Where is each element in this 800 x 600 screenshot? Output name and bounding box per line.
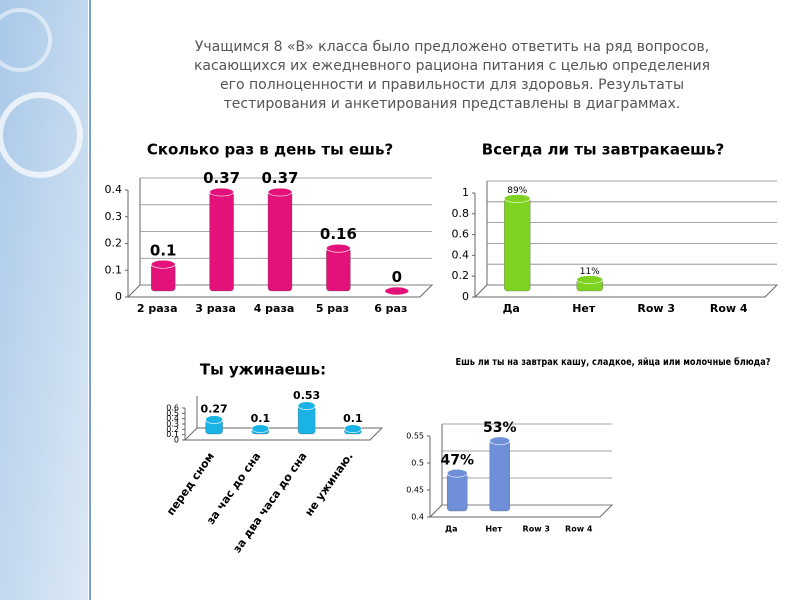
chart-title: Ешь ли ты на завтрак кашу, сладкое, яйца… bbox=[456, 356, 771, 368]
value-label: 89% bbox=[507, 186, 527, 196]
y-tick-label: 0.2 bbox=[105, 237, 123, 250]
y-tick-label: 0.6 bbox=[452, 228, 470, 241]
y-tick-label: 0.1 bbox=[105, 263, 123, 276]
y-tick-label: 0 bbox=[174, 436, 179, 445]
bar bbox=[326, 248, 351, 292]
y-tick-label: 0.4 bbox=[452, 248, 470, 261]
x-tick-label: Row 3 bbox=[523, 525, 550, 534]
value-label: 0.53 bbox=[293, 389, 320, 402]
bar-cap bbox=[326, 243, 351, 253]
chart-wall bbox=[429, 424, 443, 518]
intro-line: его полноценности и правильности для здо… bbox=[220, 77, 684, 93]
chart-title: Ты ужинаешь: bbox=[200, 361, 326, 379]
y-tick-label: 0.3 bbox=[105, 210, 123, 223]
y-tick-label: 0.5 bbox=[166, 409, 179, 418]
bar bbox=[447, 473, 468, 512]
bar-cap bbox=[267, 187, 293, 197]
y-tick-label: 1 bbox=[462, 186, 469, 199]
decor-circle bbox=[0, 8, 52, 72]
intro-line: касающихся их ежедневного рациона питани… bbox=[194, 58, 710, 74]
bar-cap bbox=[384, 286, 410, 296]
bar bbox=[209, 191, 234, 292]
y-tick-label: 0 bbox=[462, 290, 469, 303]
value-label: 11% bbox=[580, 267, 600, 277]
value-label: 0.27 bbox=[201, 403, 228, 416]
x-tick-label: Row 3 bbox=[637, 302, 675, 315]
x-tick-label: Да bbox=[445, 525, 458, 534]
side-band bbox=[0, 0, 88, 600]
bar-cap bbox=[150, 259, 176, 269]
x-tick-label: Row 4 bbox=[710, 302, 748, 315]
value-label: 0.1 bbox=[251, 412, 271, 425]
bar-cap bbox=[344, 424, 362, 433]
y-tick-label: 0.4 bbox=[105, 183, 123, 196]
decor-circle bbox=[0, 92, 83, 178]
y-tick-label: 0.4 bbox=[411, 513, 424, 522]
bar-cap bbox=[209, 187, 234, 197]
y-tick-label: 0.2 bbox=[452, 269, 470, 282]
y-tick-label: 0.45 bbox=[406, 486, 424, 495]
bar-cap bbox=[503, 194, 531, 203]
bar bbox=[489, 440, 510, 512]
x-tick-label: 6 раз bbox=[374, 302, 407, 315]
chart-wall bbox=[127, 178, 141, 298]
x-tick-label: 3 раза bbox=[195, 302, 236, 315]
value-label: 0.1 bbox=[150, 241, 177, 259]
chart-wall bbox=[474, 181, 488, 298]
chart-title: Всегда ли ты завтракаешь? bbox=[482, 141, 724, 159]
y-tick-label: 0.4 bbox=[166, 414, 179, 423]
x-tick-label: 2 раза bbox=[137, 302, 178, 315]
bar bbox=[504, 198, 531, 292]
value-label: 47% bbox=[440, 453, 474, 469]
y-tick-label: 0.6 bbox=[166, 404, 179, 413]
x-tick-label: Нет bbox=[572, 302, 596, 315]
value-label: 53% bbox=[483, 420, 517, 436]
intro-line: Учащимся 8 «В» класса было предложено от… bbox=[195, 39, 709, 55]
y-tick-label: 0.55 bbox=[406, 432, 424, 441]
x-tick-label: Нет bbox=[485, 525, 502, 534]
x-tick-label: 4 раза bbox=[254, 302, 295, 315]
y-tick-label: 0.8 bbox=[452, 207, 470, 220]
value-label: 0.1 bbox=[343, 412, 363, 425]
bar-cap bbox=[576, 275, 604, 284]
y-tick-label: 0 bbox=[115, 290, 122, 303]
value-label: 0 bbox=[392, 268, 402, 286]
chart-floor bbox=[185, 427, 384, 441]
y-tick-label: 0.5 bbox=[411, 459, 424, 468]
chart-title: Сколько раз в день ты ешь? bbox=[147, 141, 393, 159]
bar bbox=[267, 191, 293, 292]
bar-cap bbox=[446, 468, 468, 478]
x-tick-label: Да bbox=[503, 302, 520, 315]
value-label: 0.16 bbox=[320, 225, 357, 243]
y-tick-label: 0.3 bbox=[166, 420, 179, 429]
bar-cap bbox=[205, 415, 223, 424]
x-tick-label: не ужинаю. bbox=[302, 450, 355, 519]
bar-cap bbox=[251, 424, 270, 433]
y-tick-label: 0.1 bbox=[166, 430, 179, 439]
x-tick-label: перед сном bbox=[164, 450, 217, 518]
x-tick-label: 5 раз bbox=[316, 302, 349, 315]
y-tick-label: 0.2 bbox=[166, 425, 179, 434]
chart-wall bbox=[184, 396, 198, 441]
intro-line: тестирования и анкетирования представлен… bbox=[224, 96, 681, 112]
value-label: 0.37 bbox=[203, 169, 240, 187]
bar-cap bbox=[489, 436, 511, 446]
value-label: 0.37 bbox=[261, 169, 298, 187]
x-tick-label: Row 4 bbox=[565, 525, 593, 534]
bar-cap bbox=[297, 401, 316, 411]
